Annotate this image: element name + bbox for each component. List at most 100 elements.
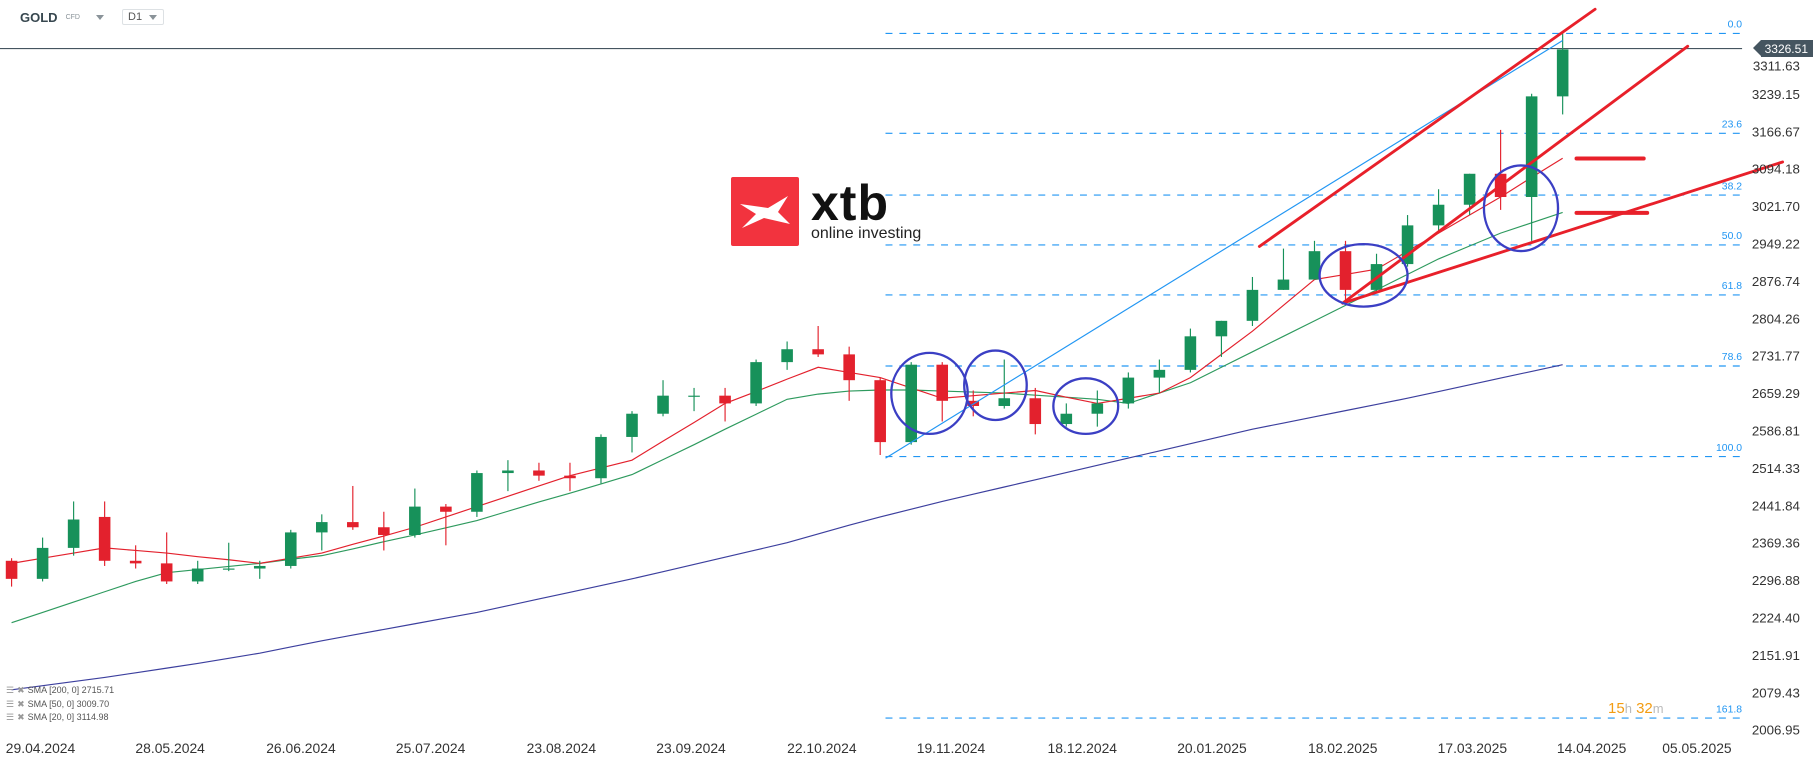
price-tick-label: 2369.36 — [1752, 536, 1800, 551]
date-tick-label: 18.02.2025 — [1308, 740, 1378, 756]
price-tick-label: 2006.95 — [1752, 723, 1800, 738]
date-tick-label: 25.07.2024 — [396, 740, 466, 756]
candle-up — [688, 395, 700, 397]
close-icon[interactable]: ✖ — [17, 698, 25, 709]
chevron-down-icon — [149, 14, 157, 20]
price-tick-label: 3166.67 — [1752, 124, 1800, 139]
moving-averages — [11, 157, 1563, 691]
sma-20-line — [11, 157, 1563, 564]
price-tick-label: 3311.63 — [1753, 59, 1800, 74]
support-trendline[interactable] — [1341, 160, 1785, 305]
candle-up — [253, 565, 266, 569]
price-tick-label: 2876.74 — [1752, 274, 1800, 289]
date-tick-label: 23.08.2024 — [527, 740, 597, 756]
candle-up — [1401, 225, 1414, 265]
settings-icon[interactable]: ☰ — [6, 712, 15, 722]
candle-up — [471, 473, 483, 512]
price-tick-label: 3021.70 — [1752, 199, 1800, 214]
price-axis[interactable]: 3311.63 3239.15 3166.67 3094.18 3021.70 2949.… — [1752, 59, 1800, 738]
candle-down — [98, 516, 111, 561]
candle-down — [5, 560, 18, 579]
settings-icon[interactable]: ☰ — [6, 698, 15, 709]
fib-level-label: 50.0 — [1722, 231, 1742, 242]
timer-hours: 15 — [1608, 700, 1625, 717]
ellipse-nov-2[interactable] — [963, 349, 1028, 422]
fibonacci-retracement[interactable]: 0.0 23.6 38.2 50.0 61.8 78.6 100.0 161.8 — [885, 20, 1743, 719]
price-tick-label: 2224.40 — [1752, 610, 1800, 625]
candle-up — [1432, 204, 1445, 226]
legend-sma200[interactable]: ☰ ✖ SMA [200, 0] 2715.71 — [6, 684, 114, 698]
candle-down — [129, 560, 142, 564]
price-tick-label: 2514.33 — [1752, 461, 1800, 476]
candle-up — [626, 413, 638, 437]
highlight-ellipses[interactable] — [890, 164, 1560, 436]
fib-level-label: 38.2 — [1722, 181, 1742, 192]
candle-down — [1029, 398, 1042, 425]
candle-up — [284, 532, 297, 566]
price-tick-label: 3094.18 — [1752, 162, 1800, 177]
candle-down — [564, 475, 576, 479]
upper-channel-line[interactable] — [1257, 7, 1597, 248]
time-axis[interactable]: 29.04.2024 28.05.2024 26.06.2024 25.07.2024… — [6, 740, 1732, 756]
candle-up — [1091, 403, 1104, 414]
candle-up — [1153, 369, 1166, 378]
price-tick-label: 2804.26 — [1752, 311, 1800, 326]
xtb-logo: xtb online investing — [731, 177, 921, 246]
chevron-down-icon[interactable] — [95, 15, 104, 20]
candle-up — [1122, 377, 1135, 404]
candle-down — [874, 380, 886, 443]
timer-minutes-unit: m — [1652, 701, 1664, 716]
xtb-x-icon — [731, 177, 799, 246]
price-tick-label: 2949.22 — [1752, 236, 1800, 251]
candle-up — [222, 568, 235, 570]
date-tick-label: 14.04.2025 — [1557, 740, 1627, 756]
price-tick-label: 2586.81 — [1752, 423, 1800, 438]
candle-up — [1184, 336, 1197, 370]
candle-down — [936, 364, 949, 401]
settings-icon[interactable]: ☰ — [6, 685, 15, 695]
fib-level-label: 0.0 — [1728, 20, 1743, 31]
candle-up — [595, 436, 607, 479]
fib-level-label: 23.6 — [1722, 119, 1742, 130]
ellipse-nov-1[interactable] — [890, 351, 969, 436]
close-icon[interactable]: ✖ — [17, 685, 25, 695]
drawn-trendlines[interactable] — [1257, 7, 1785, 305]
fib-base-trendline[interactable] — [885, 40, 1563, 459]
fib-level-label: 61.8 — [1722, 281, 1742, 292]
price-tick-label: 3239.15 — [1752, 87, 1800, 102]
ellipse-mar-1[interactable] — [1318, 242, 1409, 308]
ellipse-apr[interactable] — [1482, 164, 1560, 253]
timeframe-select[interactable]: D1 — [122, 9, 164, 25]
close-icon[interactable]: ✖ — [17, 712, 25, 722]
candle-up — [191, 568, 204, 582]
price-tick-label: 2151.91 — [1752, 648, 1800, 663]
date-tick-label: 28.05.2024 — [135, 740, 205, 756]
candle-countdown: 15h 32m — [1608, 700, 1664, 717]
price-tick-label: 2731.77 — [1752, 349, 1800, 364]
price-tick-label: 2659.29 — [1752, 386, 1800, 401]
fib-level-label: 161.8 — [1716, 704, 1742, 715]
price-tick-label: 2079.43 — [1752, 685, 1800, 700]
timer-hours-unit: h — [1624, 701, 1632, 716]
candle-up — [998, 398, 1011, 406]
middle-trendline[interactable] — [1341, 44, 1690, 305]
date-tick-label: 26.06.2024 — [266, 740, 336, 756]
candle-down — [347, 522, 359, 528]
timeframe-value: D1 — [128, 11, 143, 23]
candle-up — [1308, 251, 1321, 280]
legend-sma50[interactable]: ☰ ✖ SMA [50, 0] 3009.70 — [6, 698, 114, 712]
symbol-selector[interactable]: GOLD CFD — [20, 10, 104, 25]
candle-down — [843, 354, 855, 381]
candle-down — [440, 506, 452, 512]
candle-down — [719, 395, 731, 404]
candle-up — [409, 506, 421, 535]
candle-up — [36, 547, 49, 579]
legend-sma20[interactable]: ☰ ✖ SMA [20, 0] 3114.98 — [6, 711, 114, 725]
current-price-label: 3326.51 — [1752, 40, 1813, 57]
timer-minutes: 32 — [1636, 700, 1653, 717]
ellipse-dec[interactable] — [1052, 377, 1120, 436]
candle-down — [1339, 251, 1352, 290]
candle-down — [378, 527, 390, 535]
indicator-legend: ☰ ✖ SMA [200, 0] 2715.71 ☰ ✖ SMA [50, 0] 300… — [6, 684, 114, 725]
